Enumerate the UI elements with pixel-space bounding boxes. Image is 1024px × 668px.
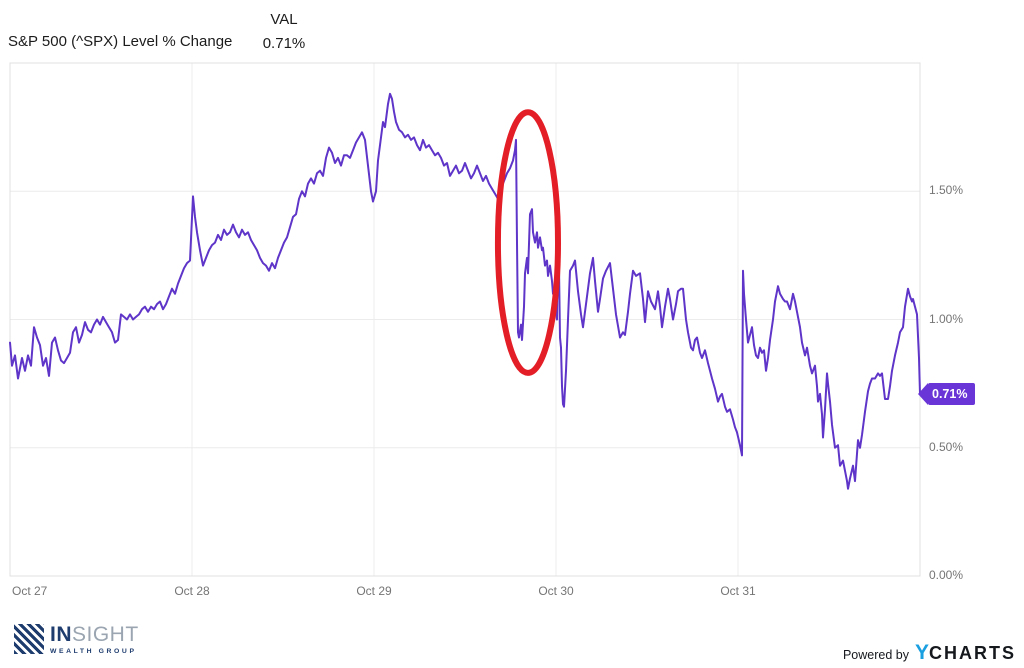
badge-arrow-icon	[918, 382, 928, 405]
insight-subtitle: WEALTH GROUP	[50, 648, 137, 655]
x-axis-tick-oct28: Oct 28	[174, 584, 210, 598]
ycharts-y-icon: Y	[914, 641, 929, 664]
y-axis-tick-3: 1.50%	[929, 183, 964, 198]
powered-by-label: Powered by	[842, 648, 909, 662]
val-column-header: VAL	[270, 11, 298, 28]
x-axis-tick-oct29: Oct 29	[356, 584, 392, 598]
badge-value: 0.71%	[928, 382, 976, 405]
ycharts-attribution: Powered by Y CHARTS	[842, 641, 1016, 664]
last-value-badge: 0.71%	[918, 382, 976, 405]
insight-wealth-group-logo: INSIGHT WEALTH GROUP	[14, 624, 139, 655]
highlight-ellipse-annotation	[494, 109, 562, 376]
val-column-value: 0.71%	[262, 35, 306, 52]
gridlines	[10, 63, 920, 576]
chart-title: S&P 500 (^SPX) Level % Change	[8, 33, 233, 50]
insight-wordmark-sight: SIGHT	[72, 623, 139, 646]
plot-border	[9, 62, 921, 577]
y-axis-tick-0: 0.00%	[929, 568, 964, 582]
value-column: VAL 0.71%	[250, 11, 318, 52]
insight-wordmark: INSIGHT	[50, 624, 139, 645]
x-axis-tick-oct30: Oct 30	[538, 584, 574, 598]
insight-wordmark-in: IN	[50, 623, 72, 646]
x-axis-tick-oct31: Oct 31	[720, 584, 756, 598]
x-axis-tick-oct27: Oct 27	[12, 584, 48, 598]
insight-stripes-icon	[14, 624, 44, 654]
ycharts-wordmark: CHARTS	[929, 643, 1016, 663]
spx-line-series	[9, 92, 921, 490]
y-axis-tick-2: 1.00%	[929, 311, 964, 326]
y-axis-tick-1: 0.50%	[929, 439, 964, 454]
